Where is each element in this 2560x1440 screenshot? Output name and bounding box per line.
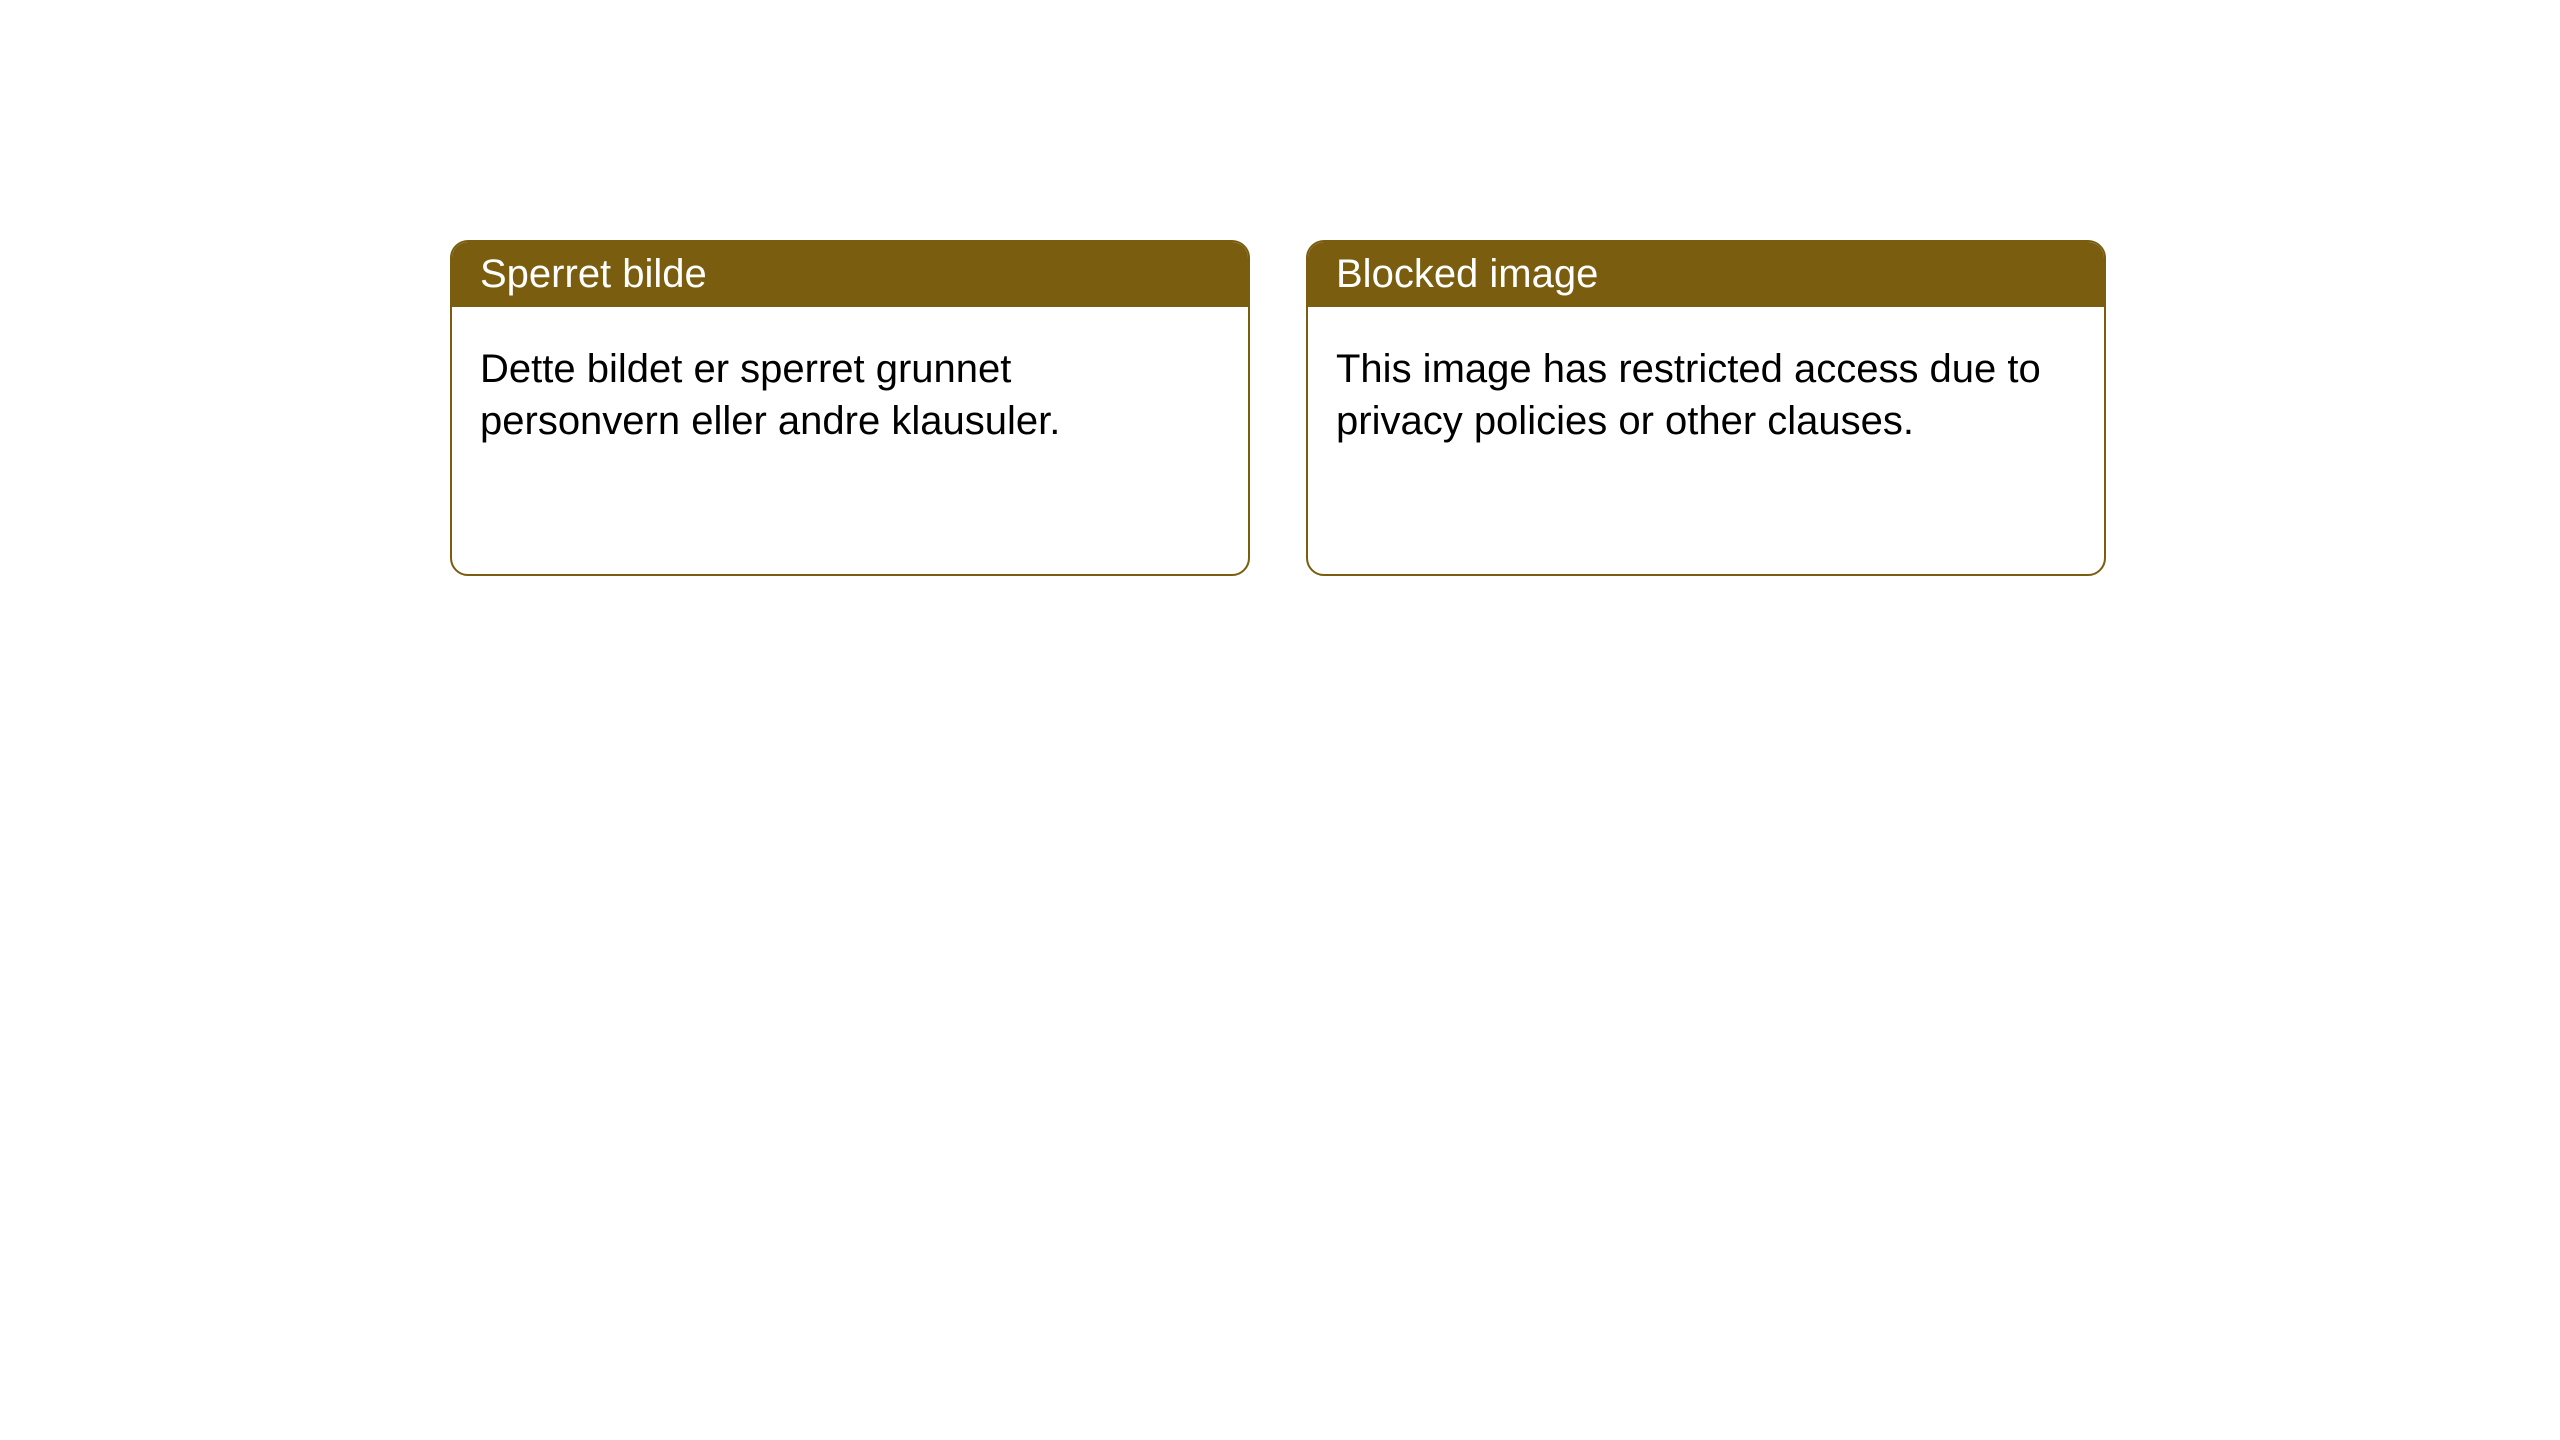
card-body-en: This image has restricted access due to … — [1308, 307, 2104, 483]
blocked-image-card-no: Sperret bilde Dette bildet er sperret gr… — [450, 240, 1250, 576]
blocked-image-card-en: Blocked image This image has restricted … — [1306, 240, 2106, 576]
card-body-no: Dette bildet er sperret grunnet personve… — [452, 307, 1248, 483]
card-header-no: Sperret bilde — [452, 242, 1248, 307]
card-header-en: Blocked image — [1308, 242, 2104, 307]
cards-container: Sperret bilde Dette bildet er sperret gr… — [0, 0, 2560, 576]
